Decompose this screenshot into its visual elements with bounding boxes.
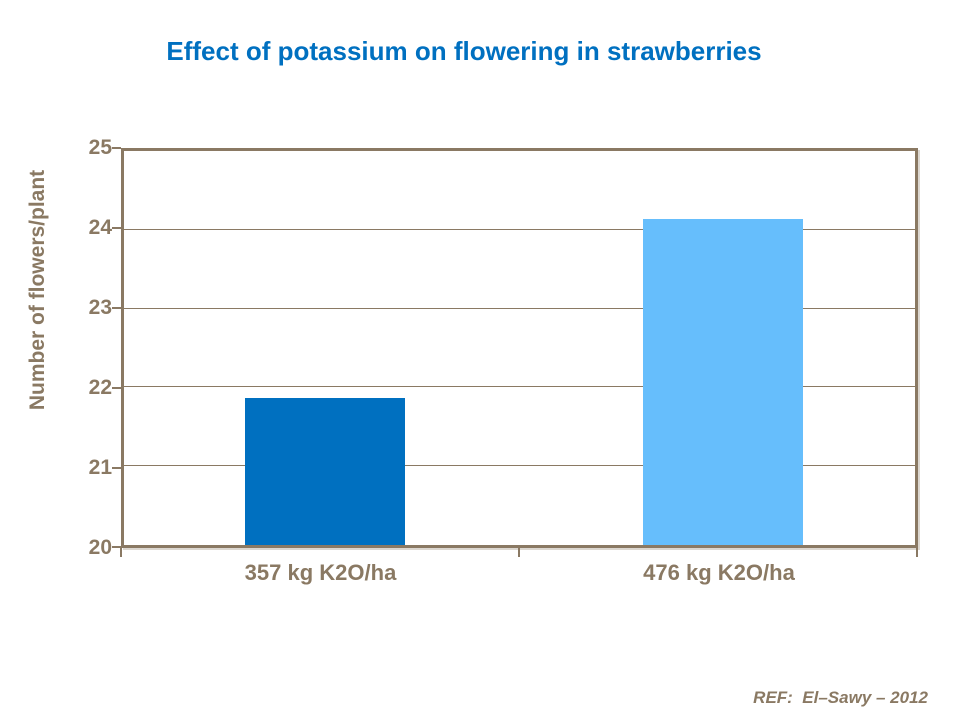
x-tick-mark bbox=[916, 548, 918, 557]
chart-title: Effect of potassium on flowering in stra… bbox=[166, 36, 762, 66]
y-tick-mark bbox=[112, 227, 121, 229]
reference-note: REF: El–Sawy – 2012 bbox=[753, 688, 928, 707]
y-tick-mark bbox=[112, 467, 121, 469]
bar-476-kg-k2o bbox=[643, 218, 803, 545]
ytick-label-21: 21 bbox=[88, 456, 112, 479]
y-tick-mark bbox=[112, 307, 121, 309]
ytick-label-20: 20 bbox=[88, 536, 112, 559]
y-tick-mark bbox=[112, 147, 121, 149]
x-tick-mark bbox=[518, 548, 520, 557]
x-tick-mark bbox=[120, 548, 122, 557]
ytick-label-24: 24 bbox=[88, 216, 112, 239]
gridline-21 bbox=[124, 465, 915, 467]
ytick-label-23: 23 bbox=[88, 296, 112, 319]
y-tick-mark bbox=[112, 546, 121, 548]
gridline-22 bbox=[124, 386, 915, 388]
x-category-label-357: 357 kg K2O/ha bbox=[244, 560, 397, 585]
ytick-label-22: 22 bbox=[88, 376, 112, 399]
x-category-label-476: 476 kg K2O/ha bbox=[643, 560, 795, 585]
y-tick-mark bbox=[112, 387, 121, 389]
plot-area bbox=[121, 148, 918, 548]
gridline-24 bbox=[124, 228, 915, 230]
y-axis-title: Number of flowers/plant bbox=[26, 169, 49, 411]
ytick-label-25: 25 bbox=[88, 136, 112, 159]
bar-357-kg-k2o bbox=[245, 398, 405, 545]
gridline-23 bbox=[124, 307, 915, 309]
